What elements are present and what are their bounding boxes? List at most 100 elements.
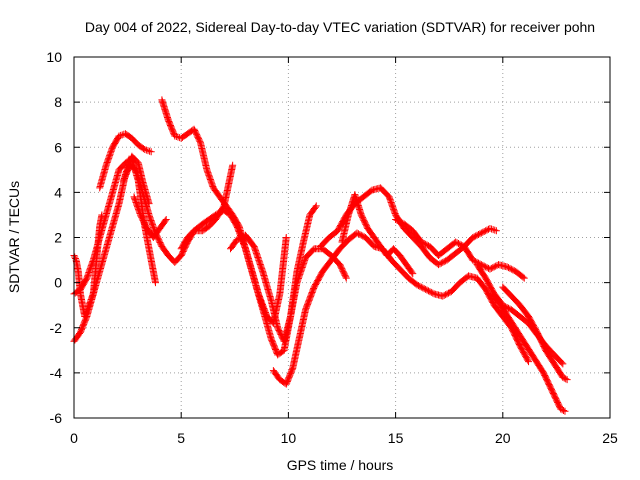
data-point	[172, 133, 180, 141]
data-point	[419, 284, 427, 292]
data-point	[216, 209, 224, 217]
data-point	[141, 146, 149, 154]
x-axis-label: GPS time / hours	[287, 457, 394, 473]
data-point	[452, 238, 460, 246]
data-point	[454, 240, 462, 248]
series-arc-11	[317, 184, 500, 269]
data-point	[144, 147, 152, 155]
data-point	[414, 282, 422, 290]
x-tick-label: 15	[388, 430, 404, 446]
y-tick-label: 2	[54, 230, 62, 246]
y-tick-label: 0	[54, 275, 62, 291]
series-arc-12	[338, 191, 417, 278]
data-point	[233, 236, 241, 244]
data-point	[393, 216, 401, 224]
data-point	[396, 218, 404, 226]
data-point	[453, 239, 461, 247]
y-axis-label: SDTVAR / TECUs	[6, 181, 22, 293]
data-point	[503, 263, 511, 271]
data-point	[524, 356, 532, 364]
data-point	[489, 226, 497, 234]
data-point	[560, 374, 568, 382]
data-point	[151, 279, 159, 287]
data-point	[442, 291, 450, 299]
data-point	[560, 406, 568, 414]
data-point	[469, 234, 477, 241]
data-point	[519, 273, 527, 281]
data-point	[457, 241, 465, 249]
data-point	[470, 257, 478, 265]
data-point	[354, 230, 362, 238]
data-point	[440, 291, 448, 299]
data-point	[439, 258, 447, 266]
data-point	[408, 268, 416, 276]
data-point	[477, 229, 485, 237]
data-point	[392, 215, 400, 223]
y-tick-label: 8	[54, 94, 62, 110]
data-point	[444, 289, 452, 297]
data-point	[115, 132, 123, 140]
y-tick-label: 10	[46, 49, 62, 65]
data-point	[229, 161, 237, 169]
data-point	[356, 230, 364, 238]
ticks: 0 5 10 15 20 25 -6 -4 -2 0 2 4 6 8 10	[46, 49, 618, 446]
data-point	[482, 263, 490, 271]
data-point	[488, 225, 496, 233]
data-point	[561, 407, 569, 415]
data-point	[146, 147, 154, 155]
data-point	[483, 226, 491, 234]
data-point	[397, 218, 405, 226]
data-point	[212, 211, 220, 219]
x-tick-label: 25	[602, 430, 618, 446]
series-arc-13	[392, 215, 528, 282]
series-arc-6	[130, 193, 170, 241]
y-tick-label: 4	[54, 184, 62, 200]
data-point	[357, 231, 365, 239]
data-point	[505, 304, 513, 312]
data-point	[353, 229, 361, 237]
x-tick-label: 10	[281, 430, 297, 446]
series-arc-3	[70, 155, 159, 298]
data-point	[312, 202, 320, 210]
data-point	[413, 281, 421, 289]
data-point	[557, 405, 565, 413]
data-point	[486, 224, 494, 232]
data-point	[479, 228, 487, 236]
data-point	[509, 266, 517, 274]
data-point	[440, 258, 448, 266]
series-arc-8	[177, 206, 290, 327]
data-point	[394, 217, 402, 225]
data-point	[171, 132, 179, 140]
data-point	[558, 406, 566, 414]
data-point	[359, 232, 367, 240]
y-tick-label: 6	[54, 139, 62, 155]
data-point	[559, 373, 567, 381]
data-point	[473, 231, 481, 239]
data-point	[234, 235, 242, 243]
data-point	[117, 131, 125, 139]
data-point	[423, 241, 431, 249]
data-point	[422, 240, 430, 248]
y-tick-label: -4	[50, 365, 63, 381]
data-point	[423, 286, 431, 294]
data-point	[437, 259, 445, 267]
data-point	[505, 264, 513, 272]
data-point	[492, 227, 500, 235]
data-point	[490, 263, 498, 271]
series-arc-15	[488, 290, 569, 415]
data-points	[70, 96, 571, 415]
data-point	[469, 256, 477, 264]
data-point	[311, 203, 319, 211]
data-point	[213, 210, 221, 218]
data-point	[492, 262, 500, 270]
data-point	[562, 375, 570, 383]
data-point	[427, 288, 435, 296]
data-point	[443, 290, 451, 298]
x-tick-label: 20	[495, 430, 511, 446]
data-point	[476, 230, 484, 238]
data-point	[417, 283, 425, 291]
data-point	[429, 289, 437, 297]
data-point	[342, 274, 350, 282]
data-point	[419, 239, 427, 247]
data-point	[456, 240, 464, 248]
